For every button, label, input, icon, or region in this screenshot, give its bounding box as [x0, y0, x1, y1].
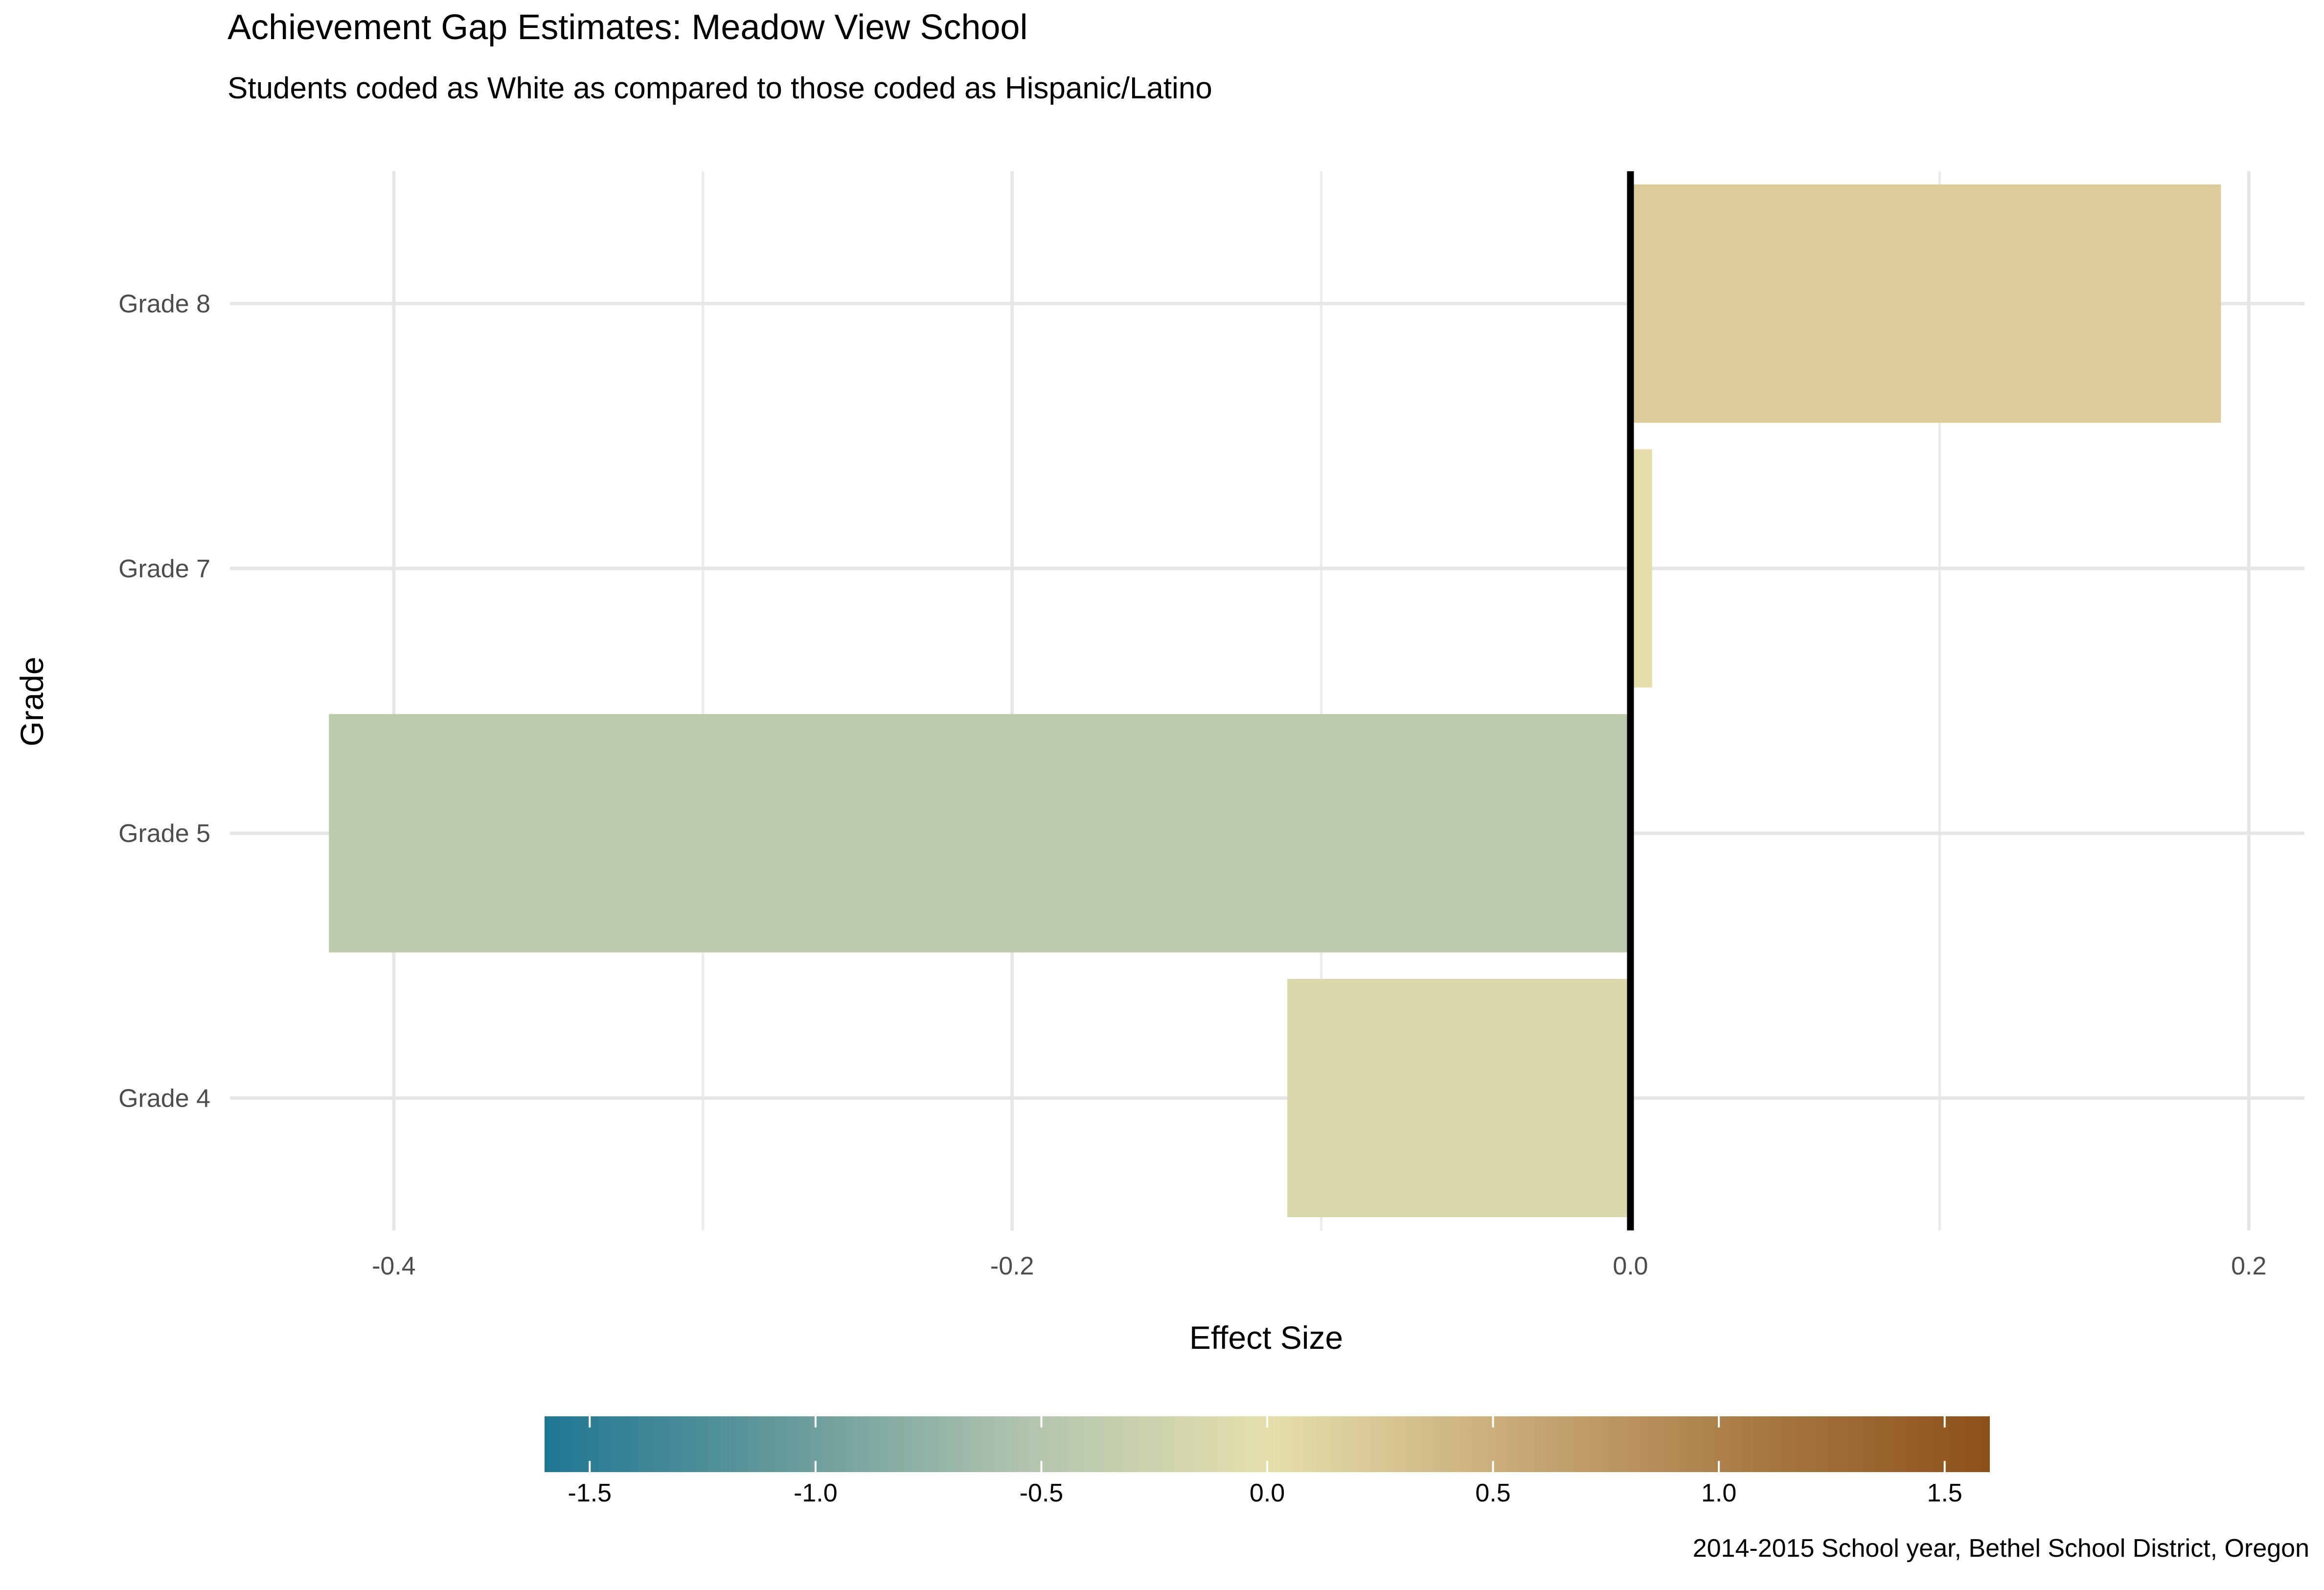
colorbar-tick-label: 1.0	[1701, 1479, 1736, 1507]
y-tick-label: Grade 4	[118, 1084, 210, 1113]
colorbar-ticks	[589, 1416, 1946, 1472]
chart-caption: 2014-2015 School year, Bethel School Dis…	[1692, 1534, 2309, 1563]
x-tick-label: -0.2	[990, 1252, 1034, 1280]
colorbar-tick-label: 0.0	[1250, 1479, 1285, 1507]
x-tick-label: 0.0	[1613, 1252, 1648, 1280]
colorbar-tick-label: -1.0	[794, 1479, 838, 1507]
y-axis-tick-labels: Grade 4 Grade 5 Grade 7 Grade 8	[118, 290, 210, 1113]
colorbar-tick-label: -1.5	[568, 1479, 612, 1507]
bar-grade-8	[1630, 184, 2221, 423]
colorbar-tick-label: -0.5	[1020, 1479, 1064, 1507]
colorbar-tick-label: 0.5	[1475, 1479, 1510, 1507]
x-tick-label: -0.4	[372, 1252, 416, 1280]
chart-title: Achievement Gap Estimates: Meadow View S…	[228, 8, 1028, 47]
y-axis-title: Grade	[14, 657, 50, 746]
y-tick-label: Grade 5	[118, 819, 210, 848]
colorbar-tick-labels: -1.5 -1.0 -0.5 0.0 0.5 1.0 1.5	[568, 1479, 1962, 1507]
bar-grade-7	[1630, 449, 1652, 688]
bar-grade-5	[329, 714, 1631, 953]
bars	[329, 184, 2221, 1217]
bar-grade-4	[1287, 978, 1631, 1217]
x-axis-tick-labels: -0.4 -0.2 0.0 0.2	[372, 1252, 2266, 1280]
color-legend: -1.5 -1.0 -0.5 0.0 0.5 1.0 1.5	[545, 1416, 1990, 1507]
x-tick-label: 0.2	[2231, 1252, 2266, 1280]
y-tick-label: Grade 8	[118, 290, 210, 318]
y-tick-label: Grade 7	[118, 555, 210, 583]
colorbar-tick-label: 1.5	[1927, 1479, 1962, 1507]
chart-subtitle: Students coded as White as compared to t…	[228, 71, 1212, 105]
x-axis-title: Effect Size	[1189, 1319, 1343, 1356]
